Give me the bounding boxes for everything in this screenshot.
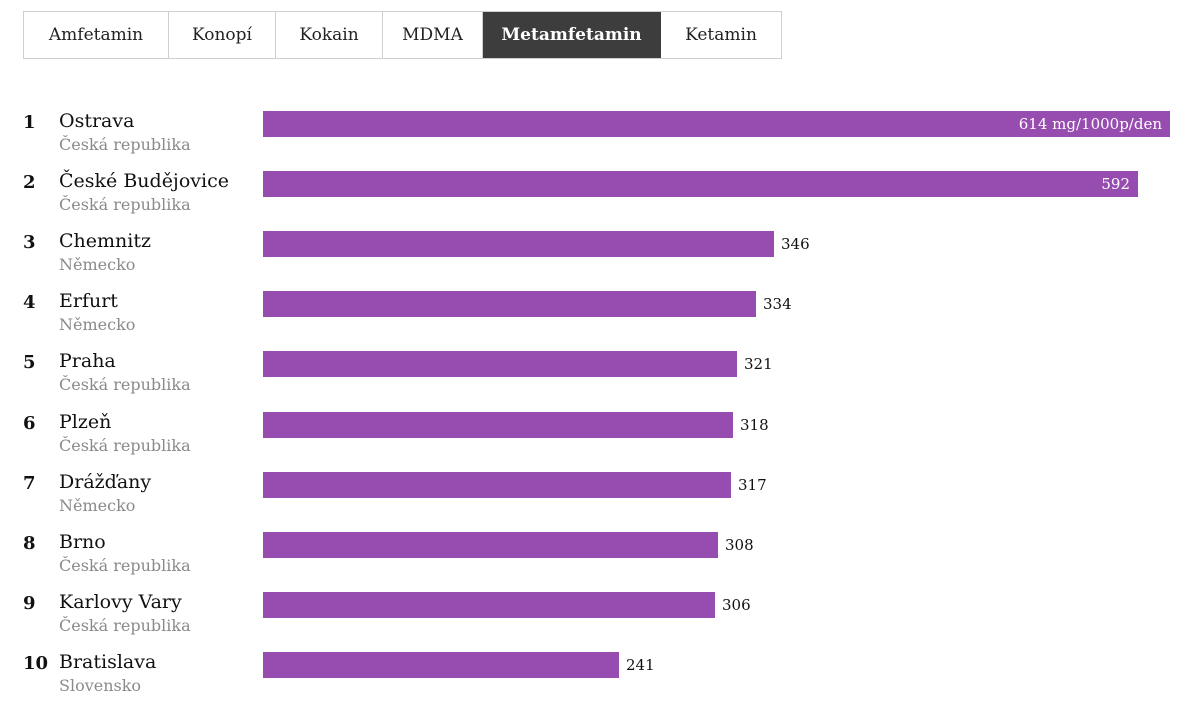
rank-number: 4: [23, 292, 36, 314]
value-bar: [263, 591, 715, 618]
value-bar: [263, 651, 619, 678]
city-name: Erfurt: [59, 290, 118, 313]
ranking-row: 9 Karlovy Vary Česká republika 306: [0, 591, 1194, 651]
city-name: Ostrava: [59, 110, 135, 132]
tab-kokain[interactable]: Kokain: [276, 12, 383, 58]
value-label: 241: [626, 655, 655, 674]
country-name: Česká republika: [59, 375, 191, 395]
rank-number: 6: [23, 412, 36, 434]
drug-tab-bar: Amfetamin Konopí Kokain MDMA Metamfetami…: [23, 11, 782, 59]
value-bar: [263, 411, 733, 438]
city-name: Praha: [59, 350, 116, 373]
city-name: Brno: [59, 530, 106, 553]
value-bar: [263, 351, 737, 378]
ranking-row: 5 Praha Česká republika 321: [0, 350, 1194, 410]
tab-metamfetamin[interactable]: Metamfetamin: [483, 12, 661, 58]
ranking-row: 7 Drážďany Německo 317: [0, 471, 1194, 531]
value-label: 592: [1101, 175, 1130, 194]
rank-number: 9: [23, 592, 36, 614]
country-name: Česká republika: [59, 435, 191, 455]
country-name: Slovensko: [59, 675, 142, 695]
tab-amfetamin[interactable]: Amfetamin: [24, 12, 169, 58]
city-name: Plzeň: [59, 410, 112, 433]
value-bar: [263, 171, 1138, 198]
city-name: Drážďany: [59, 470, 152, 493]
rank-number: 5: [23, 352, 36, 374]
value-label: 308: [725, 535, 754, 554]
ranking-row: 4 Erfurt Německo 334: [0, 290, 1194, 350]
city-name: Bratislava: [59, 650, 157, 673]
value-bar: [263, 531, 718, 558]
tab-ketamin[interactable]: Ketamin: [661, 12, 781, 58]
value-label: 614 mg/1000p/den: [1018, 115, 1162, 133]
ranking-row: 10 Bratislava Slovensko 241: [0, 651, 1194, 711]
rank-number: 10: [23, 652, 49, 674]
rank-number: 2: [23, 172, 36, 194]
tab-mdma[interactable]: MDMA: [383, 12, 483, 58]
city-name: Karlovy Vary: [59, 590, 182, 613]
tab-konopi[interactable]: Konopí: [169, 12, 276, 58]
value-bar: [263, 111, 1170, 137]
city-name: České Budějovice: [59, 170, 229, 193]
value-label: 321: [744, 355, 773, 374]
value-label: 317: [738, 475, 767, 494]
country-name: Německo: [59, 495, 136, 515]
country-name: Německo: [59, 255, 136, 275]
value-bar: [263, 231, 774, 258]
country-name: Česká republika: [59, 195, 191, 215]
rank-number: 7: [23, 472, 36, 494]
value-bar: [263, 291, 756, 318]
rank-number: 8: [23, 532, 36, 554]
country-name: Německo: [59, 315, 136, 335]
ranking-row: 3 Chemnitz Německo 346: [0, 230, 1194, 290]
value-label: 318: [740, 415, 769, 434]
ranking-row: 8 Brno Česká republika 308: [0, 531, 1194, 591]
value-label: 334: [763, 295, 792, 314]
value-label: 306: [722, 595, 751, 614]
city-name: Chemnitz: [59, 230, 151, 253]
ranking-row: 2 České Budějovice Česká republika 592: [0, 170, 1194, 230]
value-label: 346: [781, 235, 810, 254]
rank-number: 1: [23, 112, 36, 133]
country-name: Česká republika: [59, 555, 191, 575]
value-bar: [263, 471, 731, 498]
country-name: Česká republika: [59, 135, 191, 154]
ranking-row: 6 Plzeň Česká republika 318: [0, 411, 1194, 471]
country-name: Česká republika: [59, 615, 191, 635]
rank-number: 3: [23, 232, 36, 254]
ranking-row: 1 Ostrava Česká republika 614 mg/1000p/den: [0, 110, 1194, 170]
